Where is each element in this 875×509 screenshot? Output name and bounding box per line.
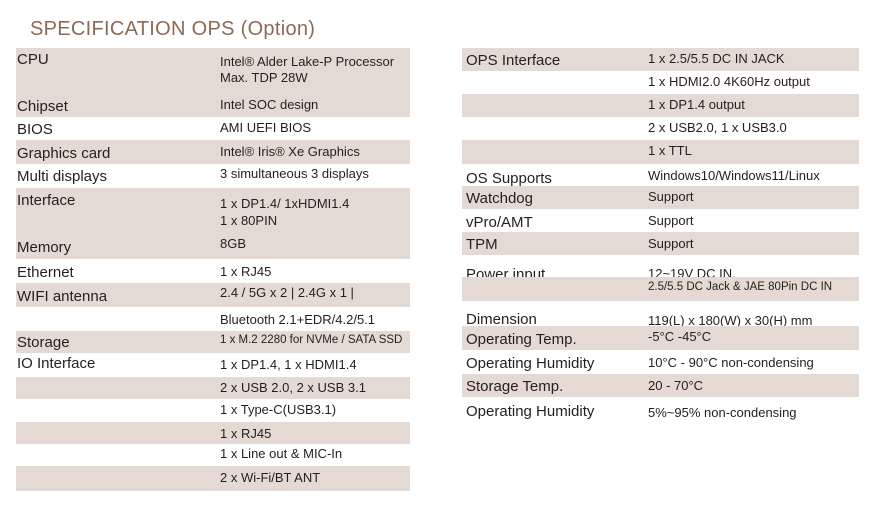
spec-value: Max. TDP 28W: [220, 70, 308, 85]
spec-row-ops-interface: OPS Interface 1 x 2.5/5.5 DC IN JACK: [462, 48, 859, 71]
spec-value: 3 simultaneous 3 displays: [220, 166, 369, 181]
spec-label: Chipset: [17, 98, 68, 115]
spec-label: BIOS: [17, 121, 53, 138]
spec-value: AMI UEFI BIOS: [220, 120, 312, 135]
spec-row-chipset: Chipset Intel SOC design: [16, 94, 410, 117]
spec-label: Multi displays: [17, 168, 108, 185]
spec-row-operating-temp: Operating Temp. -5°C -45°C: [462, 326, 859, 350]
spec-row-continued-12: 2 x USB 2.0, 2 x USB 3.1: [16, 377, 410, 399]
spec-row-ethernet: Ethernet 1 x RJ45: [16, 259, 410, 283]
spec-row-continued-2: 1 x DP1.4 output: [462, 94, 859, 117]
spec-row-io-interface: IO Interface 1 x DP1.4, 1 x HDMI1.4: [16, 353, 410, 377]
spec-label: Operating Temp.: [466, 331, 577, 348]
spec-value: 1 x DP1.4/ 1xHDMI1.4: [220, 196, 350, 211]
spec-label: Memory: [17, 239, 72, 256]
spec-row-memory: Memory 8GB: [16, 235, 410, 259]
spec-row-continued-13: 1 x Type-C(USB3.1): [16, 399, 410, 422]
spec-label: Storage Temp.: [466, 378, 564, 395]
spec-row-multi-displays: Multi displays 3 simultaneous 3 displays: [16, 164, 410, 188]
spec-value: Support: [648, 213, 694, 228]
spec-row-continued-15: 1 x Line out & MIC-In: [16, 444, 410, 466]
spec-value: 1 x DP1.4 output: [648, 97, 745, 112]
spec-value: Intel® Alder Lake-P Processor: [220, 54, 395, 69]
spec-value: 1 x M.2 2280 for NVMe / SATA SSD: [220, 334, 403, 346]
spec-label: TPM: [466, 236, 498, 253]
spec-value: 1 x HDMI2.0 4K60Hz output: [648, 74, 810, 89]
spec-row-operating-humidity: Operating Humidity 5%~95% non-condensing: [462, 397, 859, 421]
spec-value: 10°C - 90°C non-condensing: [648, 355, 814, 370]
spec-value: 8GB: [220, 236, 247, 251]
spec-row-continued-4: 1 x TTL: [462, 140, 859, 164]
spec-value: Intel SOC design: [220, 97, 319, 112]
spec-value: 5%~95% non-condensing: [648, 405, 797, 420]
spec-row-power-input: Power input 12~19V DC IN,: [462, 255, 859, 283]
spec-row-storage-temp: Storage Temp. 20 - 70°C: [462, 374, 859, 397]
spec-label: WIFI antenna: [17, 288, 108, 305]
spec-row-graphics-card: Graphics card Intel® Iris® Xe Graphics: [16, 140, 410, 164]
spec-value: Support: [648, 189, 694, 204]
spec-value: 1 x 80PIN: [220, 213, 278, 228]
spec-label: Watchdog: [466, 190, 533, 207]
spec-label: Storage: [17, 334, 70, 351]
spec-row-continued-3: 2 x USB2.0, 1 x USB3.0: [462, 117, 859, 140]
spec-value: 1 x 2.5/5.5 DC IN JACK: [648, 51, 785, 66]
spec-row-continued-9: Bluetooth 2.1+EDR/4.2/5.1: [16, 307, 410, 331]
spec-value: 1 x DP1.4, 1 x HDMI1.4: [220, 357, 357, 372]
spec-label: OPS Interface: [466, 52, 561, 69]
spec-row-continued-1: 1 x HDMI2.0 4K60Hz output: [462, 71, 859, 94]
spec-row-continued-14: 1 x RJ45: [16, 422, 410, 444]
spec-row-watchdog: Watchdog Support: [462, 186, 859, 209]
spec-value: -5°C -45°C: [648, 329, 712, 344]
spec-label: Ethernet: [17, 264, 74, 281]
spec-label: IO Interface: [17, 355, 96, 372]
spec-label: Operating Humidity: [466, 355, 595, 372]
spec-value: 2 x Wi-Fi/BT ANT: [220, 470, 321, 485]
spec-row-bios: BIOS AMI UEFI BIOS: [16, 117, 410, 140]
spec-row-tpm: TPM Support: [462, 232, 859, 255]
spec-value: Support: [648, 236, 694, 251]
spec-label: vPro/AMT: [466, 214, 533, 231]
spec-label: Graphics card: [17, 145, 111, 162]
spec-row-operating-humidity: Operating Humidity 10°C - 90°C non-conden…: [462, 350, 859, 374]
spec-value: Windows10/Windows11/Linux: [648, 168, 820, 183]
spec-value: Intel® Iris® Xe Graphics: [220, 144, 360, 159]
spec-row-dimension: Dimension 119(L) x 180(W) x 30(H) mm: [462, 301, 859, 328]
spec-value: Bluetooth 2.1+EDR/4.2/5.1: [220, 312, 376, 327]
spec-row-continued-10: 2.5/5.5 DC Jack & JAE 80Pin DC IN: [462, 277, 859, 301]
spec-row-storage: Storage 1 x M.2 2280 for NVMe / SATA SSD: [16, 331, 410, 353]
spec-row-vpro-amt: vPro/AMT Support: [462, 209, 859, 232]
spec-value: 2.5/5.5 DC Jack & JAE 80Pin DC IN: [648, 281, 833, 293]
spec-value: 1 x Type-C(USB3.1): [220, 402, 337, 417]
spec-row-interface: Interface 1 x DP1.4/ 1xHDMI1.4 1 x 80PIN: [16, 188, 410, 235]
spec-label: Operating Humidity: [466, 403, 595, 420]
spec-value: 1 x Line out & MIC-In: [220, 446, 343, 461]
spec-label: OS Supports: [466, 170, 552, 187]
spec-value: 1 x TTL: [648, 143, 692, 158]
spec-row-wifi-antenna: WIFI antenna 2.4 / 5G x 2 | 2.4G x 1 |: [16, 283, 410, 307]
spec-value: 2 x USB 2.0, 2 x USB 3.1: [220, 380, 366, 395]
spec-label: Dimension: [466, 311, 537, 328]
spec-value: 2 x USB2.0, 1 x USB3.0: [648, 120, 787, 135]
spec-label: CPU: [17, 51, 49, 68]
page-title: SPECIFICATION OPS (Option): [30, 18, 316, 40]
spec-value: 2.4 / 5G x 2 | 2.4G x 1 |: [220, 285, 354, 300]
spec-value: 1 x RJ45: [220, 426, 272, 441]
spec-row-cpu: CPU Intel® Alder Lake-P Processor Max. TD…: [16, 48, 410, 94]
spec-value: 119(L) x 180(W) x 30(H) mm: [648, 313, 813, 328]
spec-value: 1 x RJ45: [220, 264, 272, 279]
spec-label: Interface: [17, 192, 76, 209]
spec-row-os-supports: OS Supports Windows10/Windows11/Linux: [462, 164, 859, 187]
spec-row-continued-16: 2 x Wi-Fi/BT ANT: [16, 466, 410, 491]
spec-value: 20 - 70°C: [648, 378, 704, 393]
